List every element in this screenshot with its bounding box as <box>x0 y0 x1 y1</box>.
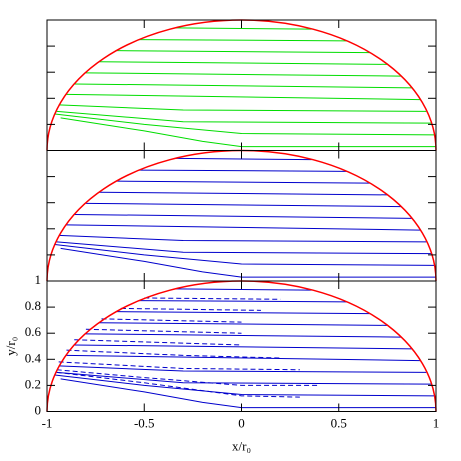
boundary <box>46 149 437 282</box>
streamline <box>117 180 370 184</box>
streamline <box>54 243 435 266</box>
streamline <box>60 117 436 148</box>
streamline <box>120 307 261 311</box>
streamline <box>175 27 312 30</box>
y-tick-label: 0.8 <box>25 298 41 313</box>
streamline <box>85 202 401 208</box>
streamline <box>138 300 347 303</box>
streamline <box>138 169 347 172</box>
y-tick-label: 0.6 <box>25 324 42 339</box>
streamline <box>117 311 370 315</box>
x-axis-label: x/r₀ <box>232 438 251 453</box>
y-tick-label: 0.4 <box>25 350 42 365</box>
streamline <box>99 322 388 326</box>
streamline <box>58 361 300 371</box>
boundary <box>46 280 437 412</box>
streamline <box>99 61 388 65</box>
streamline <box>56 369 320 386</box>
streamline <box>74 83 413 89</box>
y-axis-label: y/r₀ <box>3 337 18 356</box>
x-tick-label: -1 <box>42 415 53 430</box>
streamline <box>74 344 413 350</box>
boundary <box>46 19 437 151</box>
streamline <box>54 113 435 136</box>
streamline <box>66 93 421 101</box>
streamline <box>58 104 427 112</box>
streamline <box>56 371 433 385</box>
streamline <box>74 339 242 346</box>
streamline <box>175 288 312 291</box>
x-tick-label: 0.5 <box>331 415 347 430</box>
streamline <box>58 365 427 373</box>
x-tick-label: -0.5 <box>134 415 155 430</box>
y-tick-label: 0.2 <box>25 376 41 391</box>
streamline <box>85 328 242 334</box>
streamline <box>117 50 370 54</box>
streamline <box>60 378 436 409</box>
streamline <box>66 354 421 362</box>
frame <box>46 19 437 151</box>
streamline <box>175 157 312 161</box>
x-tick-label: 0 <box>238 415 245 430</box>
frame <box>46 150 437 282</box>
streamline <box>99 191 388 196</box>
streamline <box>60 247 436 278</box>
streamline <box>101 318 242 323</box>
streamline <box>56 371 300 398</box>
streamline <box>56 241 433 255</box>
y-tick-label: 0 <box>35 402 42 417</box>
streamline <box>54 374 435 397</box>
streamline <box>58 234 427 243</box>
streamline <box>66 349 281 359</box>
x-tick-label: 1 <box>433 415 440 430</box>
streamline <box>66 224 421 231</box>
streamline <box>144 297 281 300</box>
streamline <box>85 333 401 338</box>
streamline <box>85 72 401 77</box>
frame <box>46 280 437 412</box>
streamline <box>138 39 347 42</box>
y-tick-label: 1 <box>35 272 42 287</box>
streamline <box>74 213 413 219</box>
streamline <box>56 110 433 124</box>
